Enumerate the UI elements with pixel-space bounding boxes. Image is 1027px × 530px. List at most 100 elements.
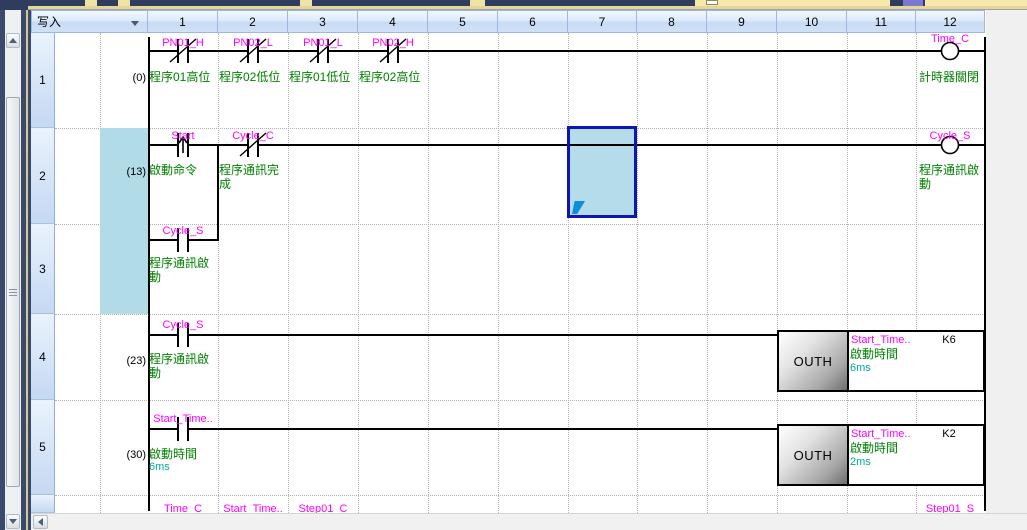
arrow-left-icon <box>38 518 43 526</box>
contact-nc-icon[interactable] <box>371 35 415 67</box>
window-left-edge <box>0 0 5 530</box>
constant-label: K2 <box>942 428 956 440</box>
column-header: 11 <box>847 10 916 33</box>
thumb-grip-icon <box>9 291 17 293</box>
instruction-block-outh[interactable]: OUTH Start_Time.. 啟動時間 6ms K6 <box>777 330 985 392</box>
toolbar-remnant <box>0 0 1027 10</box>
column-header: 5 <box>428 10 498 33</box>
toolbar-icon-fragment <box>903 0 923 6</box>
contact-nc-icon[interactable] <box>231 35 275 67</box>
device-comment: 啟動時間 <box>850 441 899 455</box>
right-gutter <box>986 10 1027 513</box>
device-label: Time_C <box>163 503 203 515</box>
scrollbar-thumb[interactable] <box>6 97 20 487</box>
instruction-mnemonic: OUTH <box>779 426 849 484</box>
scroll-up-button[interactable] <box>6 33 20 48</box>
device-comment: 啟動時間 <box>850 347 899 361</box>
scroll-down-button[interactable] <box>6 514 20 529</box>
column-header: 8 <box>637 10 707 33</box>
arrow-up-icon <box>9 38 17 43</box>
splitter-accent <box>26 0 28 530</box>
contact-no-icon[interactable] <box>161 319 205 351</box>
toolbar-edge-line <box>28 6 1027 9</box>
device-label: Cycle_S <box>162 225 204 237</box>
scroll-left-button[interactable] <box>33 515 48 529</box>
toolbar-icon-fragment <box>300 0 312 6</box>
rung-line <box>148 334 778 336</box>
grid-line <box>847 33 848 513</box>
row-header <box>31 495 55 513</box>
grid-line <box>55 495 985 496</box>
mode-selector[interactable]: 写入 <box>31 10 148 33</box>
grid-line <box>218 33 219 513</box>
device-comment: 程序通訊啟動 <box>919 163 980 191</box>
instruction-mnemonic: OUTH <box>779 332 849 390</box>
toolbar-band-fragment <box>695 0 890 6</box>
toolbar-icon-fragment <box>85 0 97 6</box>
column-header: 9 <box>707 10 777 33</box>
statement-selection-highlight[interactable] <box>100 128 148 314</box>
device-comment: 計時器關閉 <box>919 70 980 84</box>
device-label: Step01_C <box>298 503 348 515</box>
contact-no-icon[interactable] <box>161 224 205 256</box>
grid-line <box>288 33 289 513</box>
device-label: PN02_L <box>233 37 273 49</box>
grid-line <box>707 33 708 513</box>
contact-pulse-up-icon[interactable] <box>161 129 205 161</box>
instruction-block-outh[interactable]: OUTH Start_Time.. 啟動時間 2ms K2 <box>777 424 985 486</box>
vertical-scrollbar[interactable] <box>5 10 21 530</box>
device-label: Start_Time.. <box>851 334 911 346</box>
device-comment: 程序通訊啟動 <box>149 256 210 284</box>
left-power-rail <box>148 37 150 511</box>
mode-selector-label: 写入 <box>37 15 62 29</box>
contact-no-icon[interactable] <box>161 413 205 445</box>
coil-icon[interactable] <box>930 34 970 68</box>
device-value: 2ms <box>850 456 871 468</box>
device-label: Start_Time.. <box>153 413 213 425</box>
column-header: 10 <box>777 10 847 33</box>
step-number: (30) <box>126 449 146 461</box>
row-header: 5 <box>31 400 55 495</box>
toolbar-band-fragment <box>925 0 1027 6</box>
thumb-grip-icon <box>9 288 17 290</box>
device-comment: 程序通訊啟動 <box>149 352 210 380</box>
column-header: 12 <box>916 10 985 33</box>
device-label: Step01_S <box>925 503 975 515</box>
contact-nc-icon[interactable] <box>301 35 345 67</box>
contact-nc-icon[interactable] <box>161 35 205 67</box>
right-power-rail <box>984 37 986 511</box>
device-comment: 程序通訊完成 <box>219 163 280 191</box>
coil-icon[interactable] <box>930 128 970 162</box>
toolbar-icon-fragment <box>470 0 485 6</box>
device-value: 6ms <box>149 461 170 473</box>
grid-line <box>777 33 778 513</box>
row-header: 4 <box>31 314 55 400</box>
horizontal-scrollbar[interactable] <box>31 513 1027 530</box>
device-label: Start <box>171 130 195 142</box>
device-label: PN01_H <box>162 37 204 49</box>
device-label: Cycle_S <box>929 130 971 142</box>
grid-line <box>55 224 985 225</box>
edit-cursor[interactable] <box>567 126 637 218</box>
arrow-down-icon <box>9 519 17 524</box>
grid-line <box>568 33 569 513</box>
column-header: 6 <box>498 10 568 33</box>
contact-nc-icon[interactable] <box>231 129 275 161</box>
device-comment: 程序02高位 <box>359 70 421 84</box>
chevron-down-icon <box>131 21 139 26</box>
column-header: 2 <box>218 10 288 33</box>
device-label: Time_C <box>930 33 970 45</box>
row-header: 1 <box>31 33 55 128</box>
grid-line <box>358 33 359 513</box>
device-comment: 程序01高位 <box>149 70 211 84</box>
device-value: 6ms <box>850 362 871 374</box>
device-label: Cycle_S <box>162 319 204 331</box>
rung-line <box>148 428 778 430</box>
toolbar-edge-line <box>28 9 1027 10</box>
grid-line <box>55 314 985 315</box>
constant-label: K6 <box>942 334 956 346</box>
column-header: 4 <box>358 10 428 33</box>
step-number: (13) <box>126 166 146 178</box>
toolbar-icon-fragment <box>118 0 130 6</box>
